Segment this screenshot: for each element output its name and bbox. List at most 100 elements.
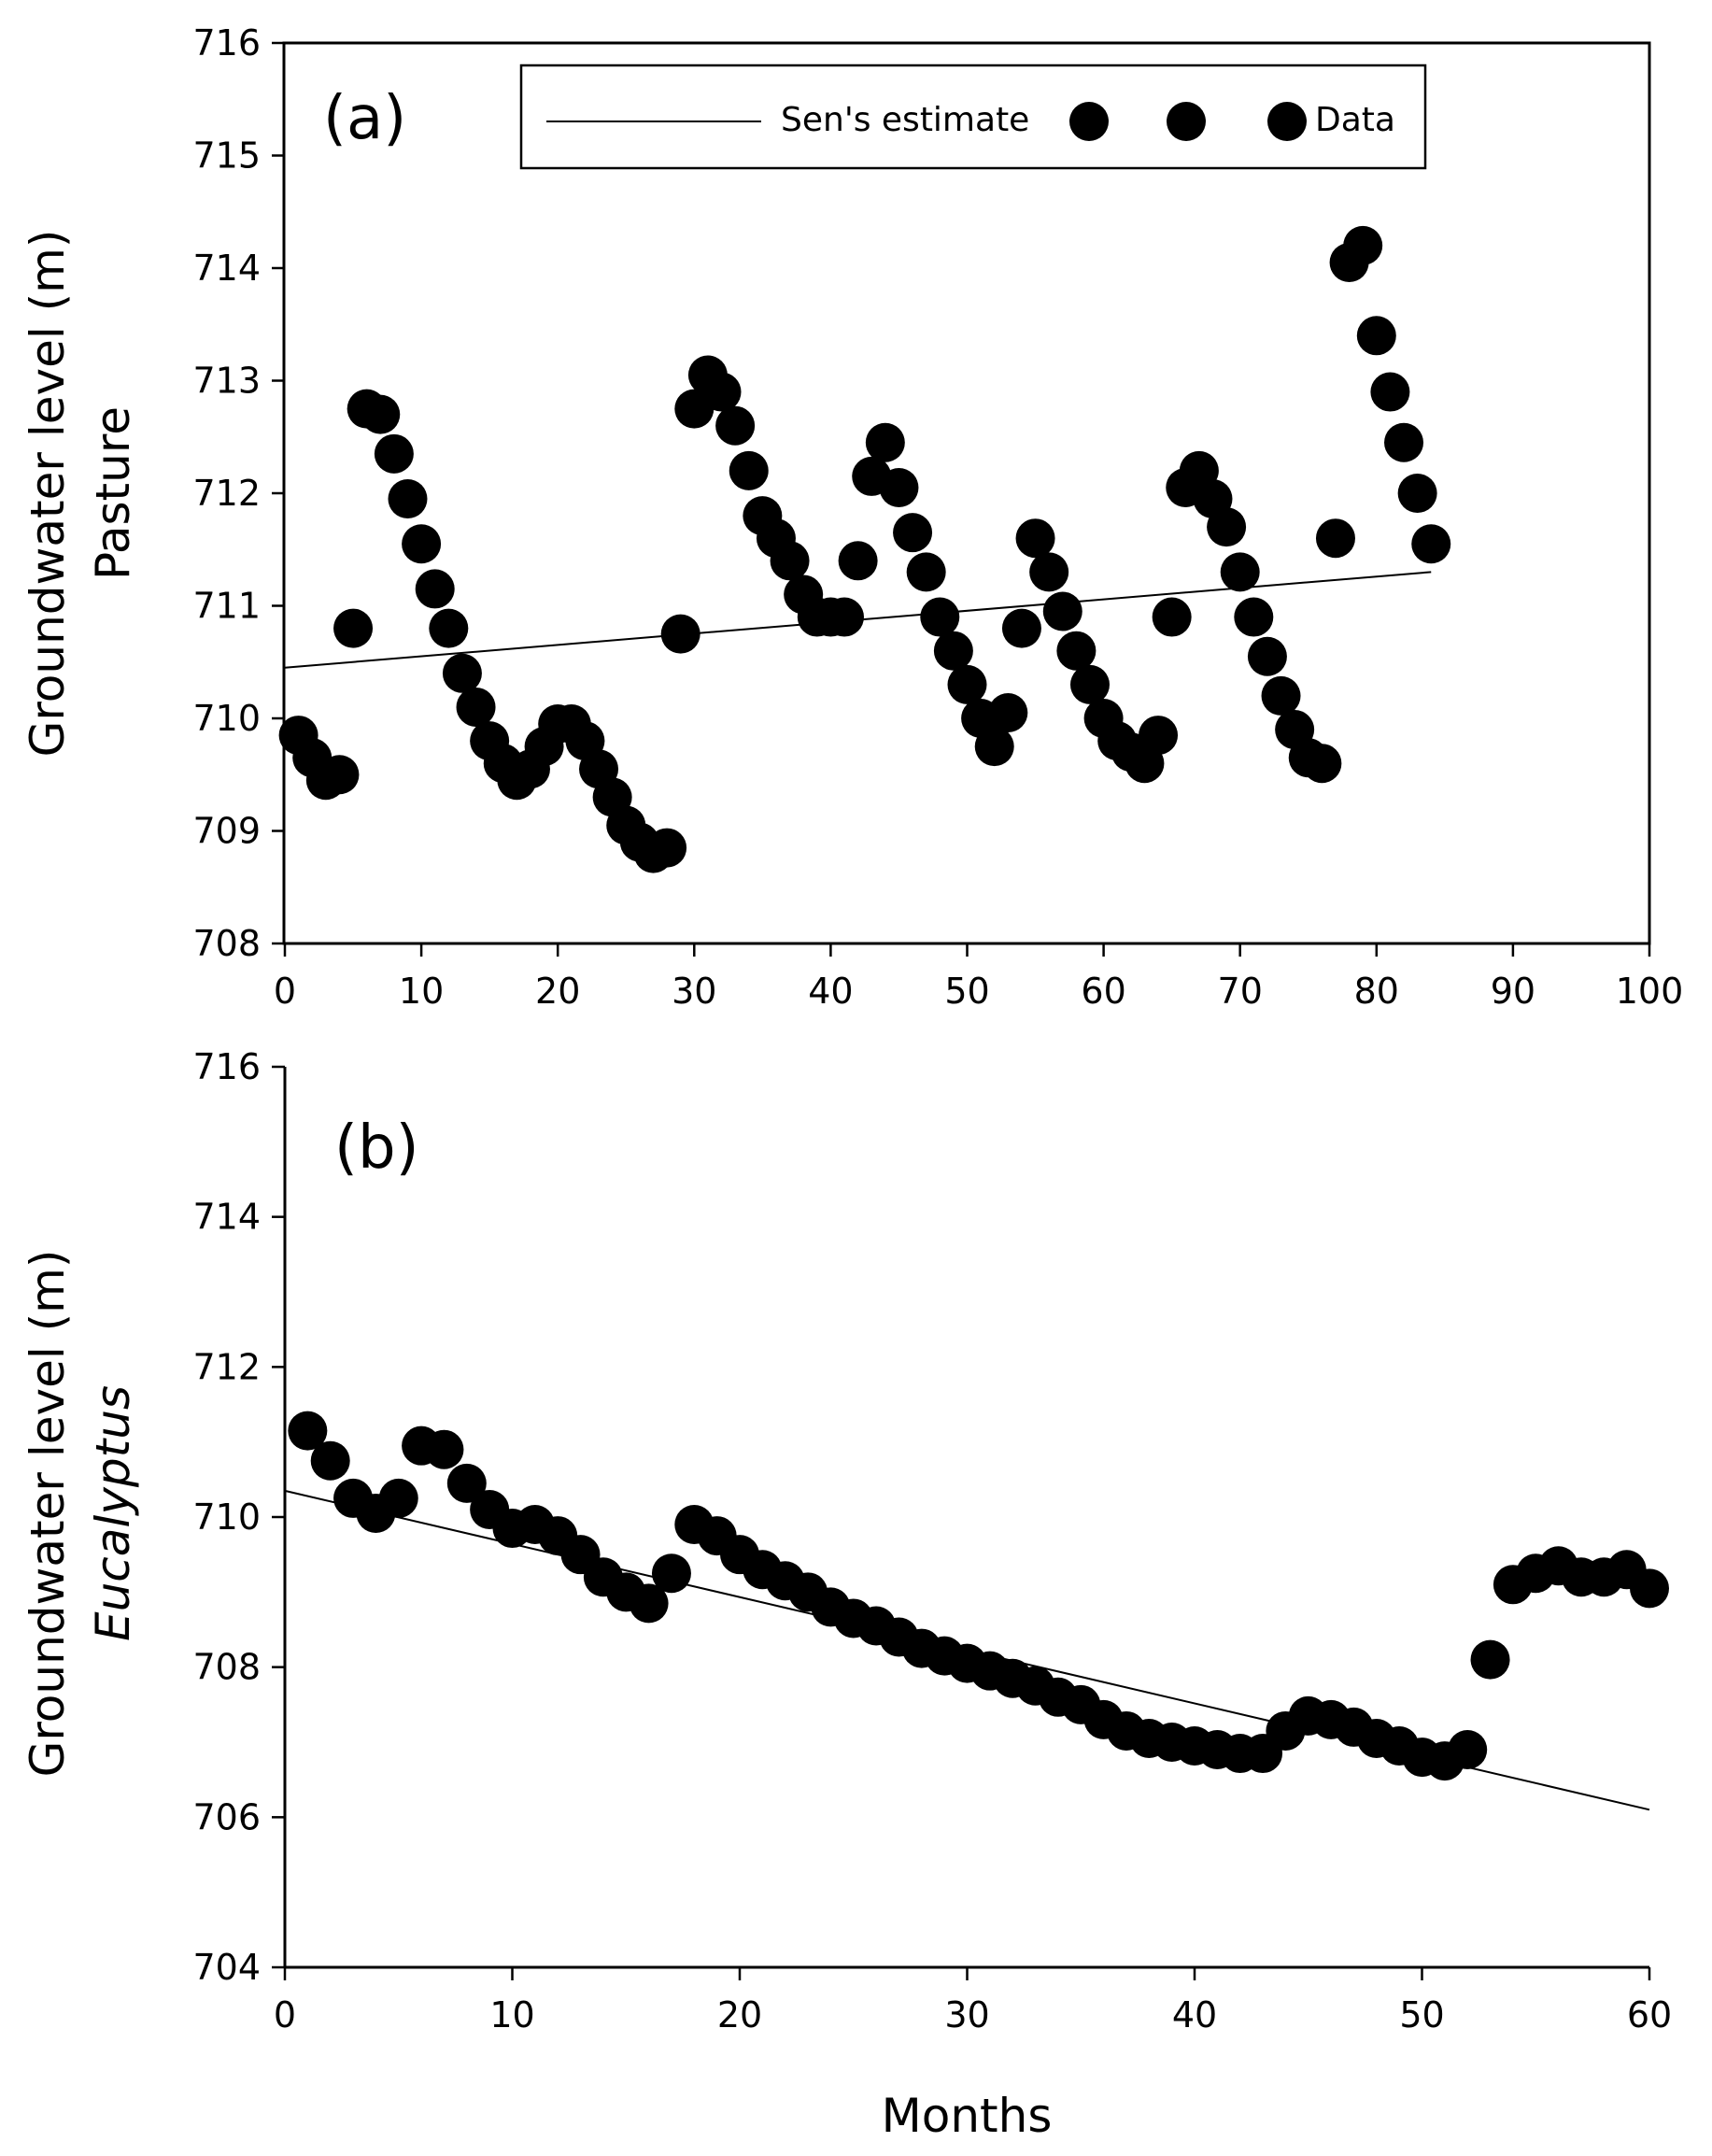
y-tick-label-b-706: 706 [192,1796,261,1837]
y-tick-label-b-716: 716 [192,1046,261,1087]
legend-marker-3 [1267,102,1307,141]
data-point-a-45 [879,467,919,507]
data-point-a-8 [374,433,414,474]
data-point-a-48 [920,597,960,637]
data-point-a-70 [1220,552,1260,592]
data-point-b-8 [446,1463,487,1503]
data-point-a-52 [974,727,1014,767]
x-tick-label-b-50: 50 [1399,1994,1444,2035]
data-point-a-84 [1411,524,1451,564]
data-point-a-54 [1001,608,1041,648]
data-point-a-34 [729,450,769,490]
x-axis-b: 0 10 20 30 40 50 60 [274,1967,1672,2035]
x-tick-label-b-20: 20 [717,1994,762,2035]
y-tick-label-a-708: 708 [192,923,261,964]
data-point-a-82 [1384,422,1424,462]
data-points-a [278,225,1451,873]
panel-a: 708 709 710 711 712 713 714 715 716 0 10 20 30 40 50 6… [21,22,1683,1012]
data-point-a-49 [933,631,973,671]
data-points-b [288,1411,1669,1781]
data-point-a-79 [1343,225,1383,265]
x-tick-label-a-70: 70 [1218,971,1263,1012]
data-point-a-69 [1207,507,1247,547]
data-point-a-55 [1015,518,1055,559]
x-tick-label-b-0: 0 [274,1994,296,2035]
data-point-b-2 [310,1440,350,1481]
y-tick-label-a-713: 713 [192,361,261,402]
data-point-b-52 [1448,1730,1488,1770]
y-tick-label-b-712: 712 [192,1346,261,1387]
y-tick-label-a-709: 709 [192,811,261,852]
x-tick-label-a-60: 60 [1081,971,1125,1012]
x-tick-label-a-0: 0 [274,971,296,1012]
data-point-a-44 [865,422,905,462]
data-point-a-83 [1397,474,1437,513]
x-tick-label-a-10: 10 [399,971,444,1012]
data-point-a-32 [701,372,742,412]
y-axis-title-b-line2: Eucalyptus [86,1385,140,1641]
plot-frame-a [282,41,1651,945]
y-tick-label-a-712: 712 [192,473,261,514]
data-point-a-81 [1370,372,1410,412]
data-point-a-7 [361,394,401,434]
y-axis-title-a-line1: Groundwater level (m) [21,230,75,758]
data-point-a-50 [947,664,987,704]
legend-line-label: Sen's estimate [781,101,1029,139]
data-point-a-64 [1139,716,1179,756]
data-point-a-58 [1056,631,1097,671]
data-point-a-28 [647,828,687,868]
data-point-a-71 [1234,597,1274,637]
data-point-a-53 [988,692,1028,732]
x-tick-label-a-20: 20 [535,971,580,1012]
legend-marker-1 [1069,102,1109,141]
data-point-a-57 [1042,591,1082,631]
data-point-a-11 [415,569,455,609]
y-axis-a: 708 709 710 711 712 713 714 715 716 [192,22,285,964]
y-tick-label-a-714: 714 [192,248,261,289]
x-axis-title: Months [882,2089,1053,2143]
data-point-b-7 [424,1429,464,1469]
x-tick-label-b-40: 40 [1172,1994,1217,2035]
data-point-a-76 [1302,744,1342,784]
legend-marker-2 [1167,102,1206,141]
data-point-a-13 [442,653,482,693]
y-tick-label-b-710: 710 [192,1496,261,1538]
legend: Sen's estimate Data [519,64,1427,170]
data-point-a-41 [825,597,865,637]
data-point-a-5 [333,608,374,648]
data-point-a-47 [906,552,946,592]
data-point-a-33 [715,405,756,446]
x-tick-label-a-30: 30 [672,971,716,1012]
data-point-a-42 [838,541,878,581]
data-point-b-5 [378,1478,418,1518]
y-tick-label-b-708: 708 [192,1647,261,1688]
data-point-b-17 [651,1553,691,1594]
data-point-a-29 [660,614,700,654]
x-tick-label-a-90: 90 [1491,971,1535,1012]
data-point-a-77 [1315,518,1355,559]
x-tick-label-a-50: 50 [944,971,989,1012]
data-point-b-60 [1630,1568,1669,1609]
y-axis-b: 704 706 708 710 712 714 716 [192,1046,285,1988]
data-point-a-10 [402,524,442,564]
x-tick-label-a-100: 100 [1616,971,1684,1012]
data-point-a-65 [1152,597,1192,637]
data-point-a-72 [1247,636,1287,676]
data-point-a-73 [1261,675,1301,716]
y-tick-label-a-710: 710 [192,698,261,739]
data-point-b-1 [288,1411,328,1451]
panel-label-a: (a) [323,84,406,153]
x-tick-label-a-40: 40 [808,971,853,1012]
data-point-a-80 [1356,316,1396,356]
data-point-a-56 [1029,552,1069,592]
x-tick-label-b-10: 10 [489,1994,534,2035]
x-tick-label-b-60: 60 [1627,1994,1672,2035]
y-tick-label-b-704: 704 [192,1947,261,1988]
data-point-a-12 [429,608,469,648]
data-point-a-59 [1069,664,1110,704]
y-axis-title-a-line2: Pasture [86,406,140,580]
panel-label-b: (b) [334,1113,419,1183]
data-point-a-9 [388,479,428,519]
